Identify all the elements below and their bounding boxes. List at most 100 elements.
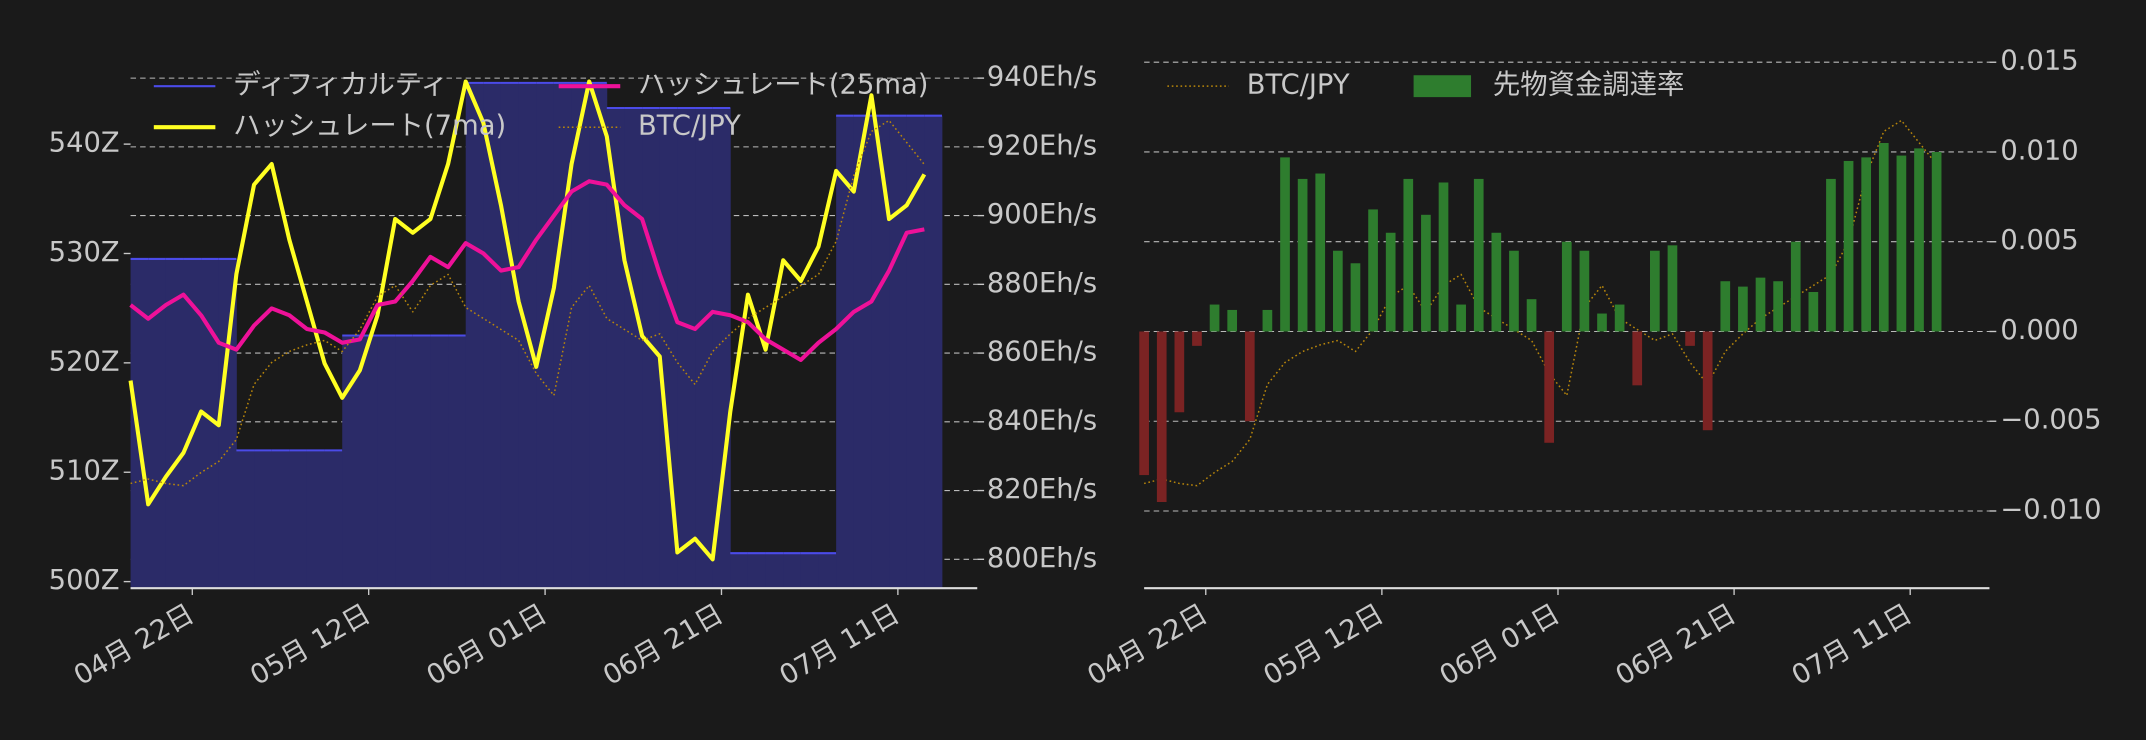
- bar: [1509, 250, 1519, 332]
- bar: [1368, 209, 1378, 332]
- y2-tick-label: 840Eh/s: [987, 405, 1097, 436]
- difficulty-step: [624, 108, 643, 589]
- bar: [1738, 286, 1748, 332]
- bar: [1808, 291, 1819, 332]
- bar: [1280, 157, 1290, 332]
- difficulty-step: [271, 450, 290, 589]
- bar: [1333, 250, 1343, 332]
- bar: [1244, 331, 1255, 422]
- difficulty-step: [924, 115, 943, 589]
- bar: [1421, 214, 1431, 332]
- bar: [1209, 304, 1220, 332]
- bar: [1456, 304, 1466, 332]
- difficulty-step: [606, 108, 625, 589]
- y-tick-label: −0.005: [2000, 405, 2101, 436]
- bar: [1491, 232, 1502, 332]
- y-tick-label: 540Z: [49, 128, 120, 159]
- y-tick-label: 0.000: [2000, 315, 2078, 346]
- bar: [1720, 281, 1731, 332]
- difficulty-step: [165, 258, 184, 589]
- bar: [1139, 331, 1149, 476]
- difficulty-step: [377, 335, 396, 589]
- y-tick-label: 0.015: [2000, 46, 2078, 77]
- series-line: [129, 179, 925, 363]
- difficulty-step: [306, 450, 326, 589]
- y-tick-label: 500Z: [49, 565, 120, 596]
- difficulty-step: [871, 115, 890, 589]
- difficulty-step: [589, 82, 608, 589]
- difficulty-step: [836, 115, 855, 589]
- bar: [1861, 157, 1872, 332]
- difficulty-step: [853, 115, 872, 589]
- bar: [1667, 245, 1678, 332]
- difficulty-step: [571, 82, 590, 589]
- difficulty-step: [783, 553, 802, 589]
- difficulty-step: [430, 335, 449, 589]
- bar: [1843, 160, 1854, 332]
- series-line: [128, 79, 927, 562]
- difficulty-step: [448, 335, 467, 589]
- bar: [1297, 178, 1308, 332]
- difficulty-step: [236, 450, 255, 589]
- difficulty-step: [412, 335, 431, 589]
- y2-tick-label: 820Eh/s: [987, 474, 1097, 505]
- difficulty-step: [483, 82, 502, 589]
- bar: [1403, 178, 1414, 332]
- legend-label: BTC/JPY: [638, 111, 741, 142]
- y2-tick-label: 920Eh/s: [987, 130, 1097, 161]
- legend-label: BTC/JPY: [1247, 70, 1350, 101]
- series-line: [1143, 119, 1938, 487]
- y-tick-label: 510Z: [49, 456, 120, 487]
- bar: [1597, 313, 1607, 332]
- bar: [1192, 331, 1202, 346]
- difficulty-step: [183, 258, 202, 589]
- bar: [1702, 331, 1713, 431]
- series-line: [130, 119, 925, 487]
- difficulty-step: [500, 82, 520, 589]
- difficulty-step: [553, 82, 572, 589]
- bar: [1385, 232, 1396, 332]
- difficulty-step: [148, 258, 167, 589]
- difficulty-step: [800, 553, 819, 589]
- y-tick-label: 0.010: [2000, 135, 2078, 166]
- bar: [1931, 151, 1942, 332]
- difficulty-step: [289, 450, 308, 589]
- y2-tick-label: 900Eh/s: [987, 199, 1097, 230]
- bar: [1632, 331, 1643, 386]
- y-tick-label: 0.005: [2000, 225, 2078, 256]
- difficulty-step: [818, 553, 837, 589]
- difficulty-step: [395, 335, 414, 589]
- bar: [1650, 250, 1660, 332]
- bar: [1438, 182, 1449, 332]
- bar: [1262, 309, 1273, 332]
- bar: [1473, 178, 1484, 332]
- legend-label: ハッシュレート(25ma): [638, 70, 928, 101]
- difficulty-step: [201, 258, 220, 589]
- difficulty-step: [359, 335, 378, 589]
- bar: [1315, 173, 1326, 332]
- y2-tick-label: 800Eh/s: [987, 543, 1097, 574]
- difficulty-step: [730, 553, 749, 589]
- bar: [1544, 331, 1555, 443]
- legend-label: ハッシュレート(7ma): [233, 111, 506, 142]
- bar: [1561, 241, 1572, 332]
- y2-tick-label: 940Eh/s: [987, 62, 1097, 93]
- y-tick-label: 530Z: [49, 237, 120, 268]
- difficulty-step: [712, 108, 731, 589]
- bar: [1174, 331, 1185, 413]
- difficulty-step: [218, 258, 237, 589]
- difficulty-step: [342, 335, 361, 589]
- y-tick-label: −0.010: [2000, 494, 2101, 525]
- difficulty-step: [765, 553, 784, 589]
- bar: [1156, 331, 1167, 503]
- bar: [1896, 155, 1907, 332]
- legend-label: ディフィカルティ: [233, 70, 448, 101]
- bar: [1914, 148, 1924, 332]
- difficulty-step: [130, 258, 149, 589]
- bar: [1526, 299, 1537, 332]
- difficulty-step: [254, 450, 273, 589]
- bar: [1878, 143, 1889, 332]
- difficulty-step: [324, 450, 343, 589]
